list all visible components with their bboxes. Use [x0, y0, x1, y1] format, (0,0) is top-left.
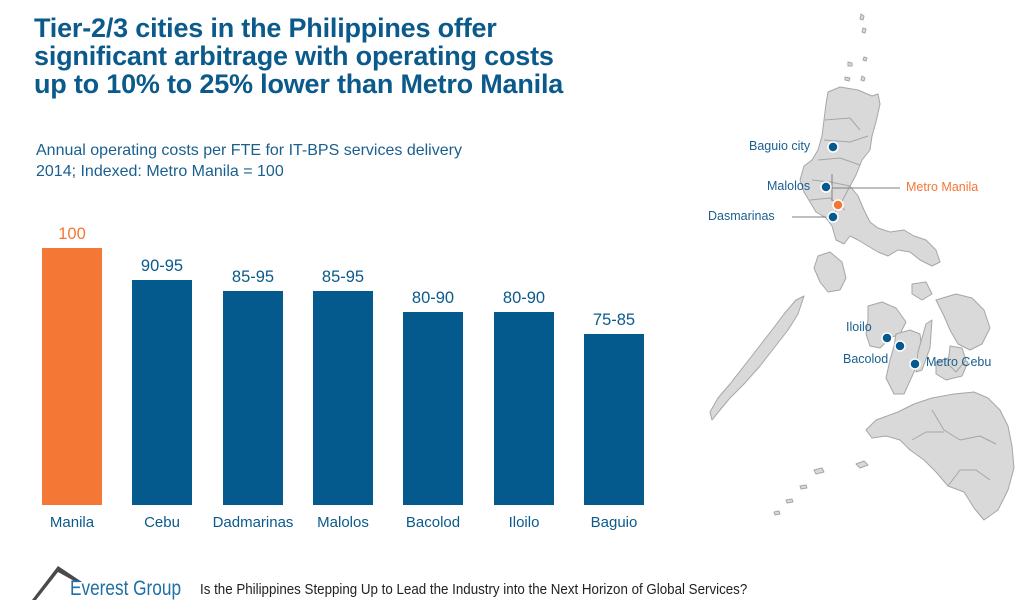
map-label-baguio: Baguio city [749, 139, 811, 153]
bar-value-label: 80-90 [502, 289, 546, 307]
map-shape-icon [709, 13, 1015, 521]
bar-malolos [313, 291, 373, 505]
footer: Everest Group Is the Philippines Steppin… [30, 560, 930, 610]
bar-value-label: 90-95 [140, 257, 184, 275]
metro-cebu-marker-icon [909, 358, 921, 370]
category-label: Bacolod [405, 514, 461, 531]
bar-dadmarinas [223, 291, 283, 505]
bar-value-label: 85-95 [231, 268, 275, 286]
bar-value-label: 100 [58, 225, 86, 243]
title-line-2: significant arbitrage with operating cos… [34, 41, 554, 71]
map-label-metro-cebu: Metro Cebu [926, 355, 992, 369]
brand-name: Everest Group [70, 577, 182, 600]
page-title: Tier-2/3 cities in the Philippines offer… [34, 14, 714, 98]
bar-value-label: 75-85 [592, 311, 636, 329]
baguio-marker-icon [827, 141, 839, 153]
category-label: Manila [49, 514, 95, 531]
bar-value-label: 85-95 [321, 268, 365, 286]
category-label: Dadmarinas [212, 514, 294, 531]
malolos-marker-icon [820, 181, 832, 193]
subtitle-line-2: 2014; Indexed: Metro Manila = 100 [36, 163, 284, 180]
map-label-bacolod: Bacolod [843, 352, 889, 366]
subtitle-line-1: Annual operating costs per FTE for IT-BP… [36, 142, 462, 159]
philippines-map: Baguio city Malolos Metro Manila Dasmari… [700, 0, 1023, 545]
category-label: Baguio [590, 514, 638, 531]
title-line-1: Tier-2/3 cities in the Philippines offer [34, 13, 497, 43]
everest-logo-icon [32, 566, 82, 600]
footer-note: Is the Philippines Stepping Up to Lead t… [200, 582, 748, 598]
category-label: Iloilo [508, 514, 540, 531]
category-label: Cebu [144, 514, 180, 531]
map-label-metro-manila: Metro Manila [906, 180, 979, 194]
bar-value-label: 80-90 [411, 289, 455, 307]
bar-baguio [584, 334, 644, 505]
title-line-3: up to 10% to 25% lower than Metro Manila [34, 69, 564, 99]
chart-subtitle: Annual operating costs per FTE for IT-BP… [36, 140, 462, 182]
bacolod-marker-icon [894, 340, 906, 352]
map-label-iloilo: Iloilo [846, 320, 872, 334]
bar-iloilo [494, 312, 554, 505]
metro-manila-marker-icon [832, 199, 844, 211]
bar-bacolod [403, 312, 463, 505]
map-label-dasmarinas: Dasmarinas [708, 209, 775, 223]
map-label-malolos: Malolos [767, 179, 811, 193]
bar-cebu [132, 280, 192, 505]
bar-manila [42, 248, 102, 505]
iloilo-marker-icon [881, 332, 893, 344]
category-label: Malolos [317, 514, 369, 531]
dasmarinas-marker-icon [827, 211, 839, 223]
